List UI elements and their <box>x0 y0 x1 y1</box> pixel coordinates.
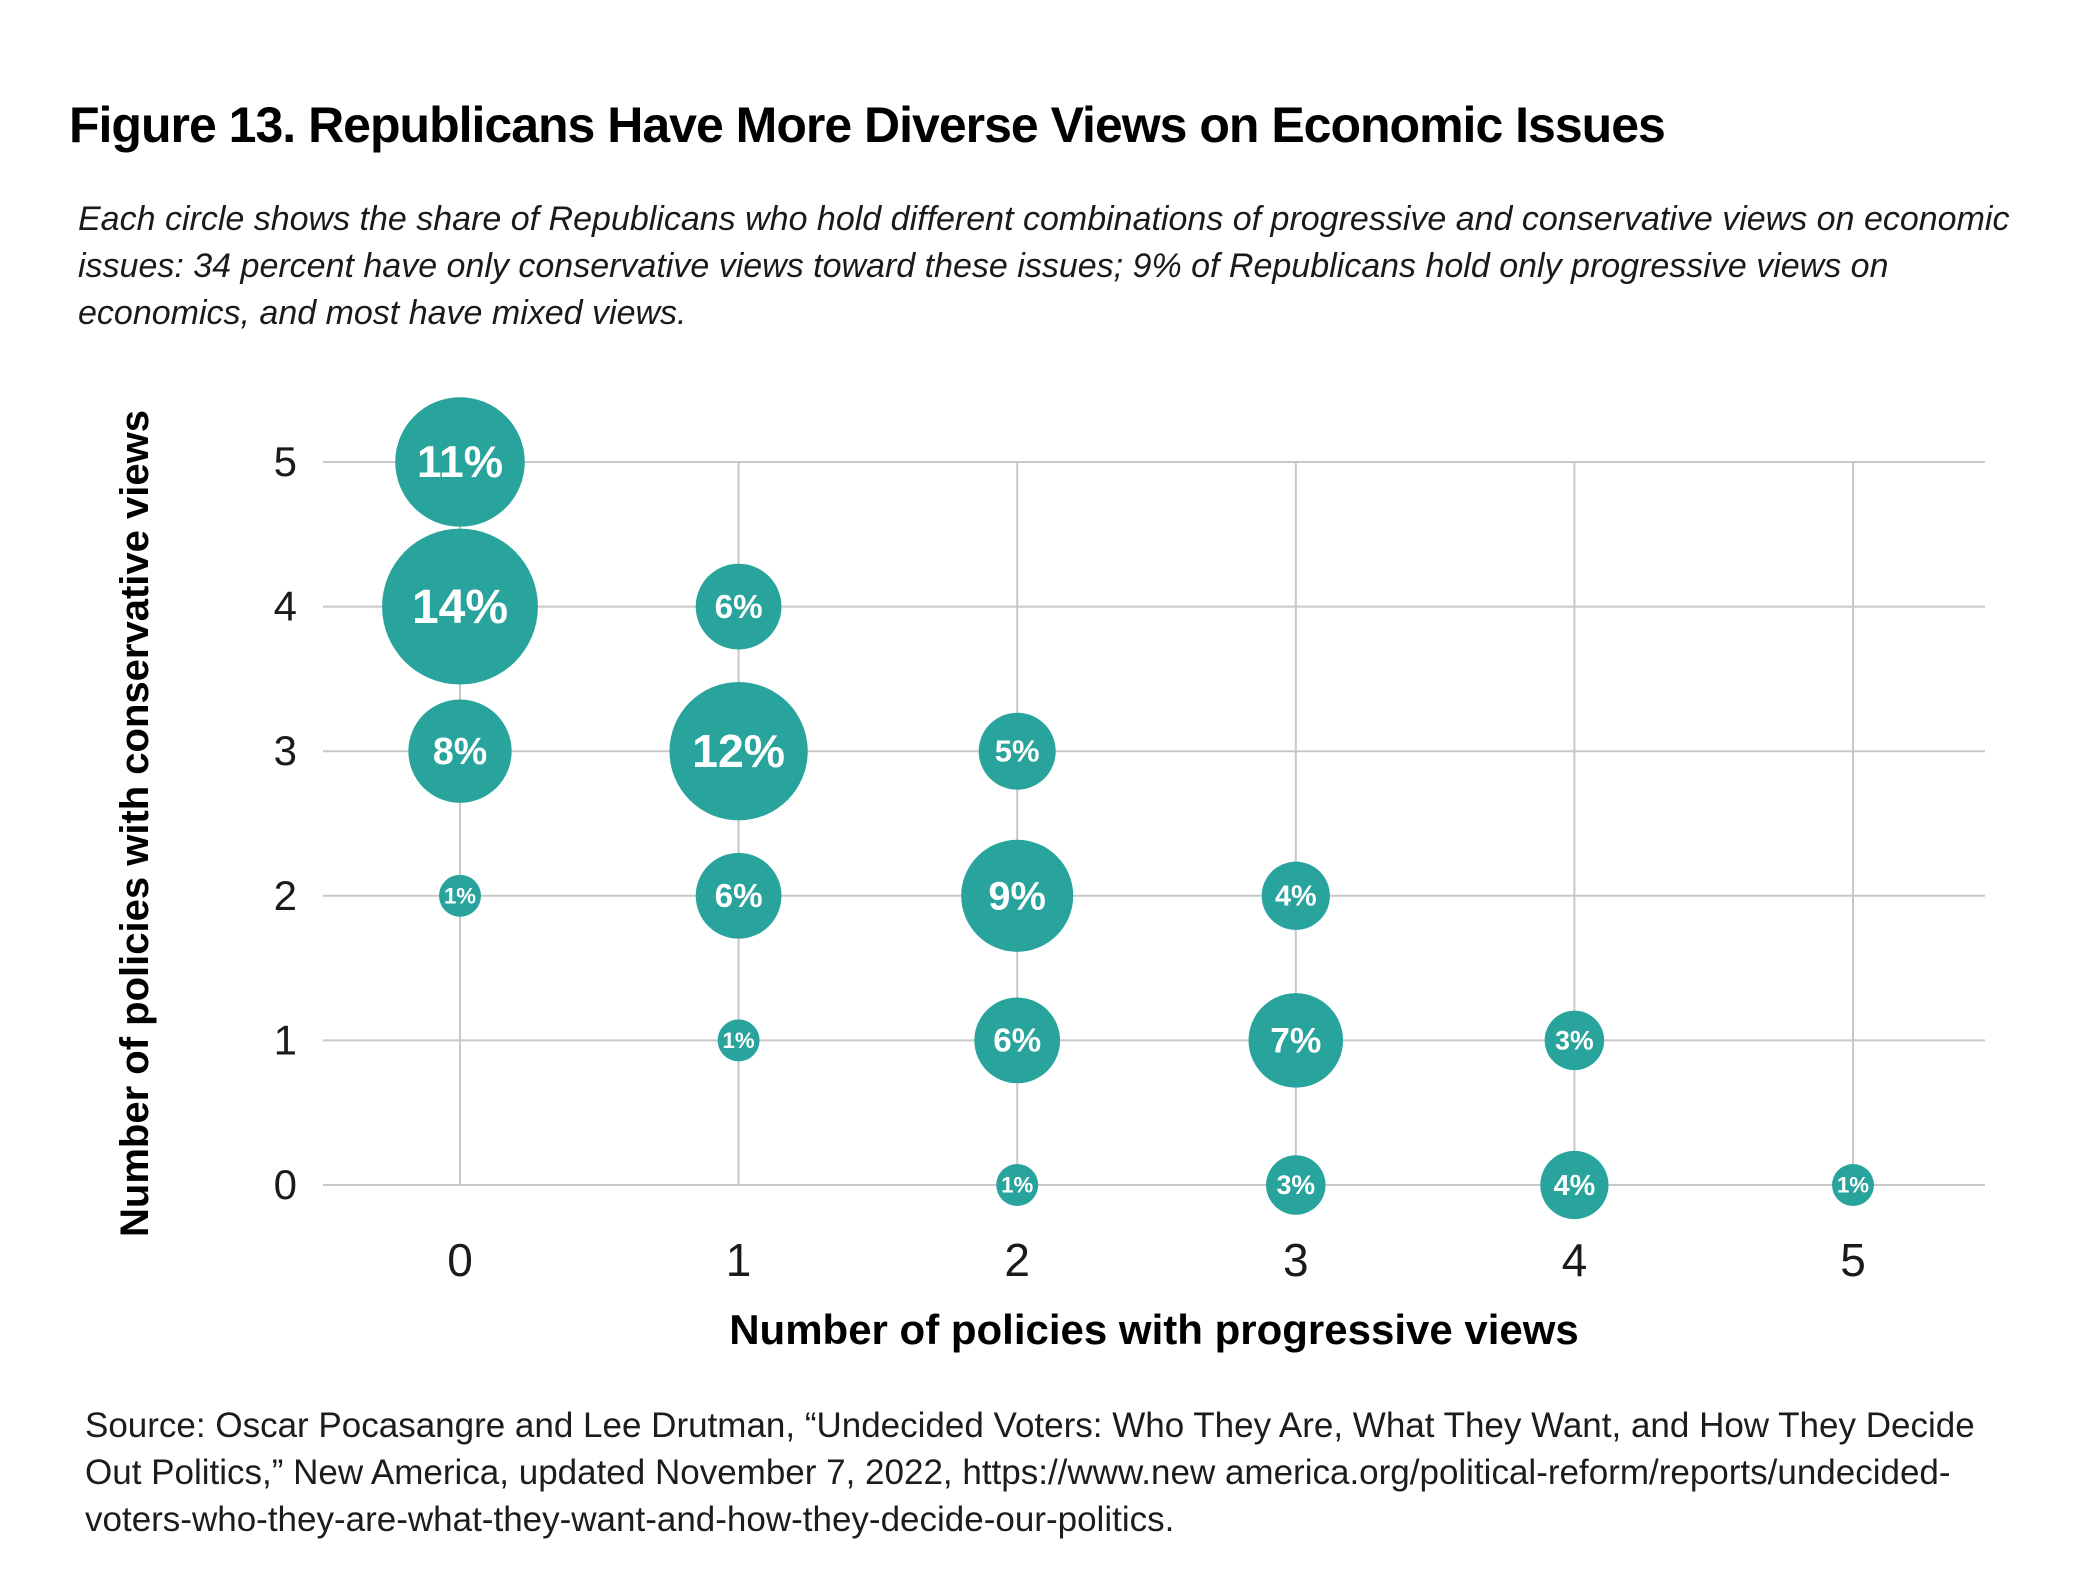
bubble-label: 4% <box>1554 1170 1596 1202</box>
y-tick-label: 5 <box>274 438 297 485</box>
subtitle-line: Each circle shows the share of Republica… <box>78 200 2010 238</box>
subtitle-line: issues: 34 percent have only conservativ… <box>78 247 1889 285</box>
bubble <box>695 852 782 939</box>
bubble-label: 7% <box>1270 1020 1321 1060</box>
bubble <box>1248 993 1344 1088</box>
bubble-label: 1% <box>723 1028 755 1053</box>
bubble <box>996 1164 1039 1206</box>
y-tick-label: 1 <box>274 1016 297 1063</box>
x-tick-label: 1 <box>726 1234 752 1286</box>
bubble <box>1540 1150 1609 1220</box>
y-tick-label: 4 <box>274 583 297 630</box>
bubble-label: 1% <box>1001 1173 1033 1198</box>
source-line: voters-who-they-are-what-they-want-and-h… <box>85 1500 1175 1539</box>
bubble <box>695 563 782 650</box>
bubble-label: 3% <box>1277 1170 1315 1200</box>
bubble-label: 11% <box>417 438 503 487</box>
bubble-label: 9% <box>988 874 1046 918</box>
bubble-label: 4% <box>1275 881 1317 913</box>
x-tick-label: 3 <box>1283 1234 1309 1286</box>
x-tick-label: 2 <box>1004 1234 1030 1286</box>
bubble-label: 8% <box>433 730 487 772</box>
source-line: Source: Oscar Pocasangre and Lee Drutman… <box>85 1406 1975 1445</box>
bubble <box>382 528 538 685</box>
bubble <box>717 1019 760 1062</box>
x-tick-label: 5 <box>1840 1234 1866 1286</box>
bubble-label: 6% <box>993 1023 1041 1060</box>
bubble <box>439 874 481 917</box>
subtitle-line: economics, and most have mixed views. <box>78 294 687 332</box>
bubble <box>395 397 525 527</box>
bubble-label: 1% <box>1837 1173 1869 1198</box>
y-tick-label: 3 <box>274 727 297 774</box>
x-axis-title: Number of policies with progressive view… <box>729 1306 1579 1353</box>
bubble-label: 3% <box>1555 1025 1593 1055</box>
bubble-label: 6% <box>715 878 763 915</box>
bubble <box>1544 1010 1605 1071</box>
bubble <box>978 712 1056 790</box>
x-tick-label: 0 <box>447 1234 473 1286</box>
bubble-label: 1% <box>444 883 476 908</box>
bubble <box>961 839 1074 952</box>
bubble <box>1832 1164 1874 1206</box>
source-line: Out Politics,” New America, updated Nove… <box>85 1453 1951 1492</box>
figure-title: Figure 13. Republicans Have More Diverse… <box>69 97 1666 153</box>
bubble-label: 14% <box>412 581 508 634</box>
y-tick-label: 0 <box>274 1161 297 1208</box>
bubble <box>974 997 1061 1084</box>
bubble <box>408 699 512 803</box>
bubble <box>1261 861 1330 930</box>
bubble-label: 6% <box>715 589 763 626</box>
y-tick-label: 2 <box>274 872 297 919</box>
bubble-label: 5% <box>995 734 1040 769</box>
source-note: Source: Oscar Pocasangre and Lee Drutman… <box>85 1402 1975 1543</box>
figure-subtitle: Each circle shows the share of Republica… <box>78 196 2009 337</box>
bubble-label: 12% <box>692 725 785 777</box>
x-tick-label: 4 <box>1562 1234 1588 1286</box>
y-axis-title: Number of policies with conservative vie… <box>113 410 157 1237</box>
bubble <box>1266 1155 1326 1215</box>
bubble <box>669 682 808 821</box>
